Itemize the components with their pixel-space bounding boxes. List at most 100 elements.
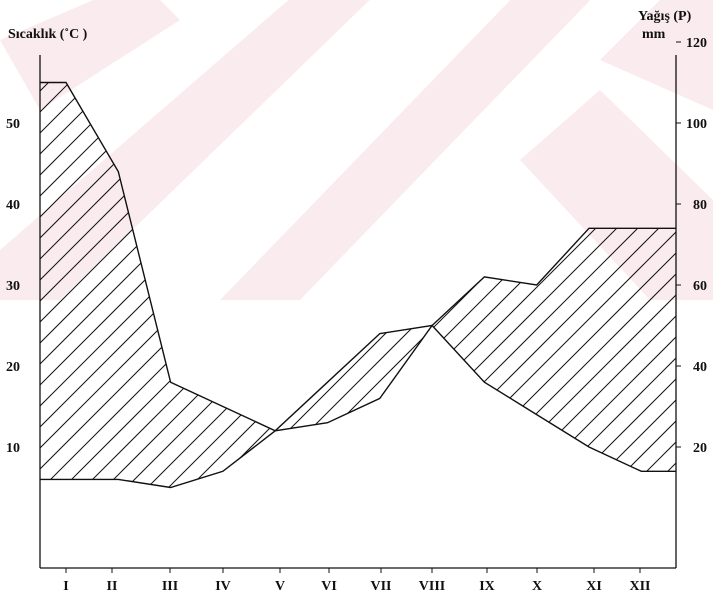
stipple-dot xyxy=(297,387,299,389)
stipple-dot xyxy=(390,431,391,432)
stipple-dot xyxy=(418,397,420,399)
stipple-dot xyxy=(375,419,377,421)
stipple-dot xyxy=(445,435,447,437)
stipple-dot xyxy=(443,445,444,446)
stipple-dot xyxy=(458,363,460,365)
stipple-dot xyxy=(456,395,457,396)
stipple-dot xyxy=(293,458,295,460)
stipple-dot xyxy=(451,391,452,392)
stipple-dot xyxy=(371,371,373,373)
stipple-dot xyxy=(452,357,454,359)
stipple-dot xyxy=(327,356,328,357)
stipple-dot xyxy=(409,472,411,474)
stipple-dot xyxy=(457,426,459,428)
stipple-dot xyxy=(323,432,324,433)
stipple-dot xyxy=(332,460,334,462)
stipple-dot xyxy=(425,447,426,448)
stipple-dot xyxy=(382,403,384,405)
stipple-dot xyxy=(316,465,318,467)
stipple-dot xyxy=(303,366,305,368)
x-tick-label: IX xyxy=(479,579,495,594)
stipple-dot xyxy=(409,425,410,426)
stipple-dot xyxy=(329,433,331,435)
stipple-dot xyxy=(298,386,300,388)
stipple-dot xyxy=(330,401,332,403)
stipple-dot xyxy=(449,437,450,438)
stipple-dot xyxy=(296,371,297,372)
stipple-dot xyxy=(427,436,429,438)
stipple-dot xyxy=(413,415,415,417)
stipple-dot xyxy=(303,465,305,467)
right-tick-label: 20 xyxy=(693,441,707,456)
stipple-dot xyxy=(291,359,293,361)
stipple-dot xyxy=(291,468,293,470)
stipple-dot xyxy=(314,463,316,465)
stipple-dot xyxy=(390,356,391,357)
stipple-dot xyxy=(317,455,319,457)
stipple-dot xyxy=(339,395,341,397)
stipple-dot xyxy=(443,360,445,362)
stipple-dot xyxy=(391,423,393,425)
stipple-dot xyxy=(437,386,439,388)
left-tick-label: 30 xyxy=(6,279,20,294)
stipple-dot xyxy=(328,415,330,417)
stipple-dot xyxy=(424,439,426,441)
stipple-dot xyxy=(395,442,397,444)
stipple-dot xyxy=(354,414,356,416)
stipple-dot xyxy=(320,470,322,472)
stipple-dot xyxy=(432,436,434,438)
stipple-dot xyxy=(404,415,406,417)
stipple-dot xyxy=(411,444,413,446)
stipple-dot xyxy=(384,441,386,443)
stipple-dot xyxy=(447,444,449,446)
stipple-dot xyxy=(349,441,351,443)
stipple-dot xyxy=(456,456,457,457)
stipple-dot xyxy=(406,462,407,463)
stipple-dot xyxy=(431,400,433,402)
stipple-dot xyxy=(348,403,349,404)
stipple-dot xyxy=(432,387,434,389)
stipple-dot xyxy=(393,392,395,394)
stipple-dot xyxy=(382,401,384,403)
stipple-dot xyxy=(422,378,423,379)
stipple-dot xyxy=(354,380,355,381)
stipple-dot xyxy=(324,403,326,405)
right-tick-label: 60 xyxy=(693,279,707,294)
stipple-dot xyxy=(444,457,445,458)
stipple-dot xyxy=(412,420,413,421)
stipple-dot xyxy=(384,430,386,432)
stipple-dot xyxy=(363,446,365,448)
stipple-dot xyxy=(304,389,306,391)
stipple-dot xyxy=(450,438,451,439)
stipple-dot xyxy=(310,402,312,404)
stipple-dot xyxy=(290,471,292,473)
stipple-dot xyxy=(453,460,455,462)
stipple-dot xyxy=(427,407,428,408)
stipple-dot xyxy=(407,465,408,466)
stipple-dot xyxy=(357,463,359,465)
stipple-dot xyxy=(315,361,317,363)
stipple-dot xyxy=(343,436,345,438)
stipple-dot xyxy=(404,452,405,453)
stipple-dot xyxy=(349,451,351,453)
stipple-dot xyxy=(310,362,311,363)
left-tick-label: 20 xyxy=(6,360,20,375)
stipple-dot xyxy=(431,460,433,462)
stipple-dot xyxy=(398,465,399,466)
stipple-dot xyxy=(420,397,422,399)
stipple-dot xyxy=(417,448,419,450)
stipple-dot xyxy=(343,430,345,432)
stipple-dot xyxy=(324,361,326,363)
stipple-dot xyxy=(397,439,399,441)
stipple-dot xyxy=(304,367,306,369)
stipple-dot xyxy=(324,401,326,403)
hatch-line xyxy=(707,40,713,598)
stipple-dot xyxy=(442,376,444,378)
stipple-dot xyxy=(382,457,384,459)
stipple-dot xyxy=(292,463,294,465)
stipple-dot xyxy=(409,447,411,449)
stipple-dot xyxy=(444,361,446,363)
stipple-dot xyxy=(435,434,437,436)
stipple-dot xyxy=(295,405,296,406)
stipple-dot xyxy=(376,438,378,440)
